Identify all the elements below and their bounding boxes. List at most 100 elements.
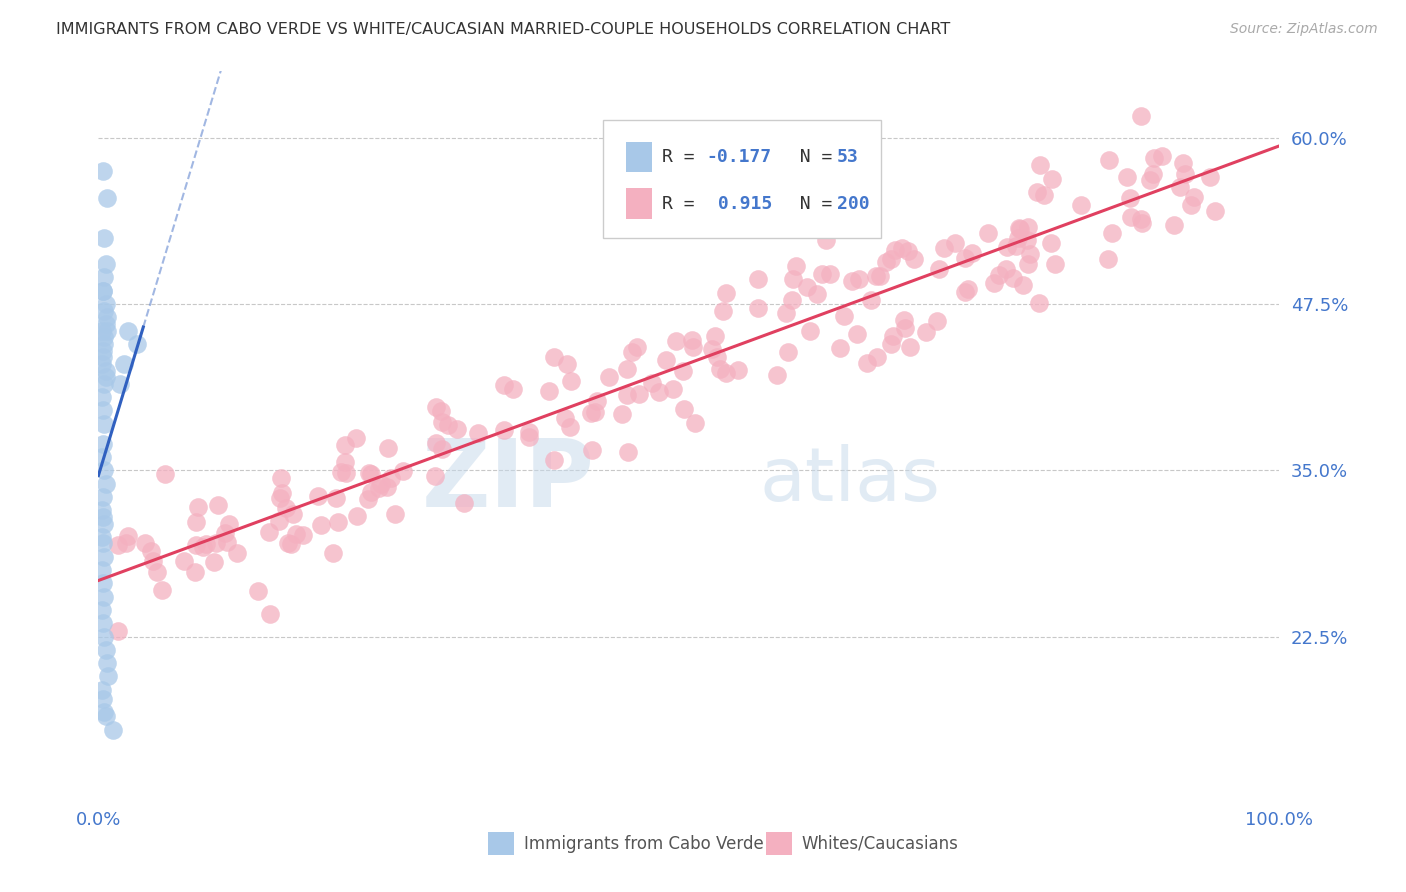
Point — [869, 268, 891, 283]
Point — [325, 491, 347, 506]
Point — [257, 524, 280, 539]
Point — [672, 402, 695, 417]
Point — [502, 382, 524, 396]
Point — [91, 530, 114, 544]
Point — [425, 436, 447, 450]
Point — [173, 554, 195, 568]
Point — [94, 709, 117, 723]
FancyBboxPatch shape — [766, 832, 792, 855]
Text: R =: R = — [662, 148, 706, 166]
Point — [356, 491, 378, 506]
Point — [94, 476, 117, 491]
Text: Source: ZipAtlas.com: Source: ZipAtlas.com — [1230, 22, 1378, 37]
Point — [934, 241, 956, 255]
Point — [96, 310, 118, 325]
Point — [91, 357, 114, 371]
Point — [91, 450, 114, 464]
Point — [91, 403, 114, 417]
Point — [555, 357, 578, 371]
Text: N =: N = — [778, 148, 842, 166]
Text: 200: 200 — [837, 195, 869, 213]
Point — [1119, 191, 1142, 205]
Point — [995, 262, 1018, 277]
Point — [1139, 172, 1161, 186]
Point — [214, 526, 236, 541]
FancyBboxPatch shape — [626, 142, 652, 172]
Point — [453, 496, 475, 510]
Point — [543, 452, 565, 467]
Point — [856, 356, 879, 370]
Point — [93, 630, 115, 644]
Point — [94, 363, 117, 377]
Point — [281, 507, 304, 521]
Point — [830, 342, 852, 356]
Point — [139, 544, 162, 558]
Point — [93, 330, 115, 344]
Point — [1204, 204, 1226, 219]
Point — [392, 464, 415, 478]
Point — [384, 507, 406, 521]
Point — [114, 536, 136, 550]
Point — [91, 603, 114, 617]
Point — [1119, 210, 1142, 224]
Point — [267, 514, 290, 528]
Point — [107, 538, 129, 552]
Point — [184, 566, 207, 580]
Point — [94, 370, 117, 384]
Point — [1143, 151, 1166, 165]
Point — [93, 516, 115, 531]
Point — [423, 468, 446, 483]
Point — [799, 324, 821, 338]
Point — [94, 257, 117, 271]
Point — [93, 549, 115, 564]
Point — [806, 286, 828, 301]
Point — [1028, 296, 1050, 310]
Point — [703, 329, 725, 343]
Point — [700, 343, 723, 357]
Text: atlas: atlas — [759, 444, 941, 517]
Point — [782, 271, 804, 285]
Point — [446, 422, 468, 436]
Text: -0.177: -0.177 — [707, 148, 772, 166]
Point — [894, 321, 917, 335]
Point — [628, 386, 651, 401]
Point — [914, 325, 936, 339]
Point — [811, 267, 834, 281]
Point — [1015, 233, 1038, 247]
Point — [815, 233, 838, 247]
Point — [1101, 226, 1123, 240]
Point — [995, 240, 1018, 254]
Point — [1012, 277, 1035, 292]
Point — [780, 293, 803, 308]
Text: Whites/Caucasians: Whites/Caucasians — [801, 835, 957, 853]
Point — [662, 382, 685, 396]
Point — [960, 246, 983, 260]
Point — [706, 350, 728, 364]
Point — [191, 540, 214, 554]
Point — [747, 272, 769, 286]
Point — [186, 515, 208, 529]
Point — [1142, 167, 1164, 181]
Point — [127, 337, 149, 351]
Point — [259, 607, 281, 622]
Point — [91, 509, 114, 524]
Point — [117, 529, 139, 543]
Point — [953, 252, 976, 266]
Point — [184, 538, 207, 552]
Point — [832, 310, 855, 324]
Point — [727, 363, 749, 377]
Point — [616, 362, 638, 376]
Point — [276, 500, 298, 515]
Point — [617, 444, 640, 458]
Point — [360, 467, 382, 481]
Point — [880, 337, 903, 351]
Point — [1026, 185, 1049, 199]
Point — [436, 418, 458, 433]
Point — [893, 313, 915, 327]
Point — [91, 536, 114, 550]
Point — [335, 455, 357, 469]
Point — [91, 692, 114, 706]
Point — [112, 357, 135, 371]
Point — [187, 500, 209, 514]
Point — [848, 272, 870, 286]
